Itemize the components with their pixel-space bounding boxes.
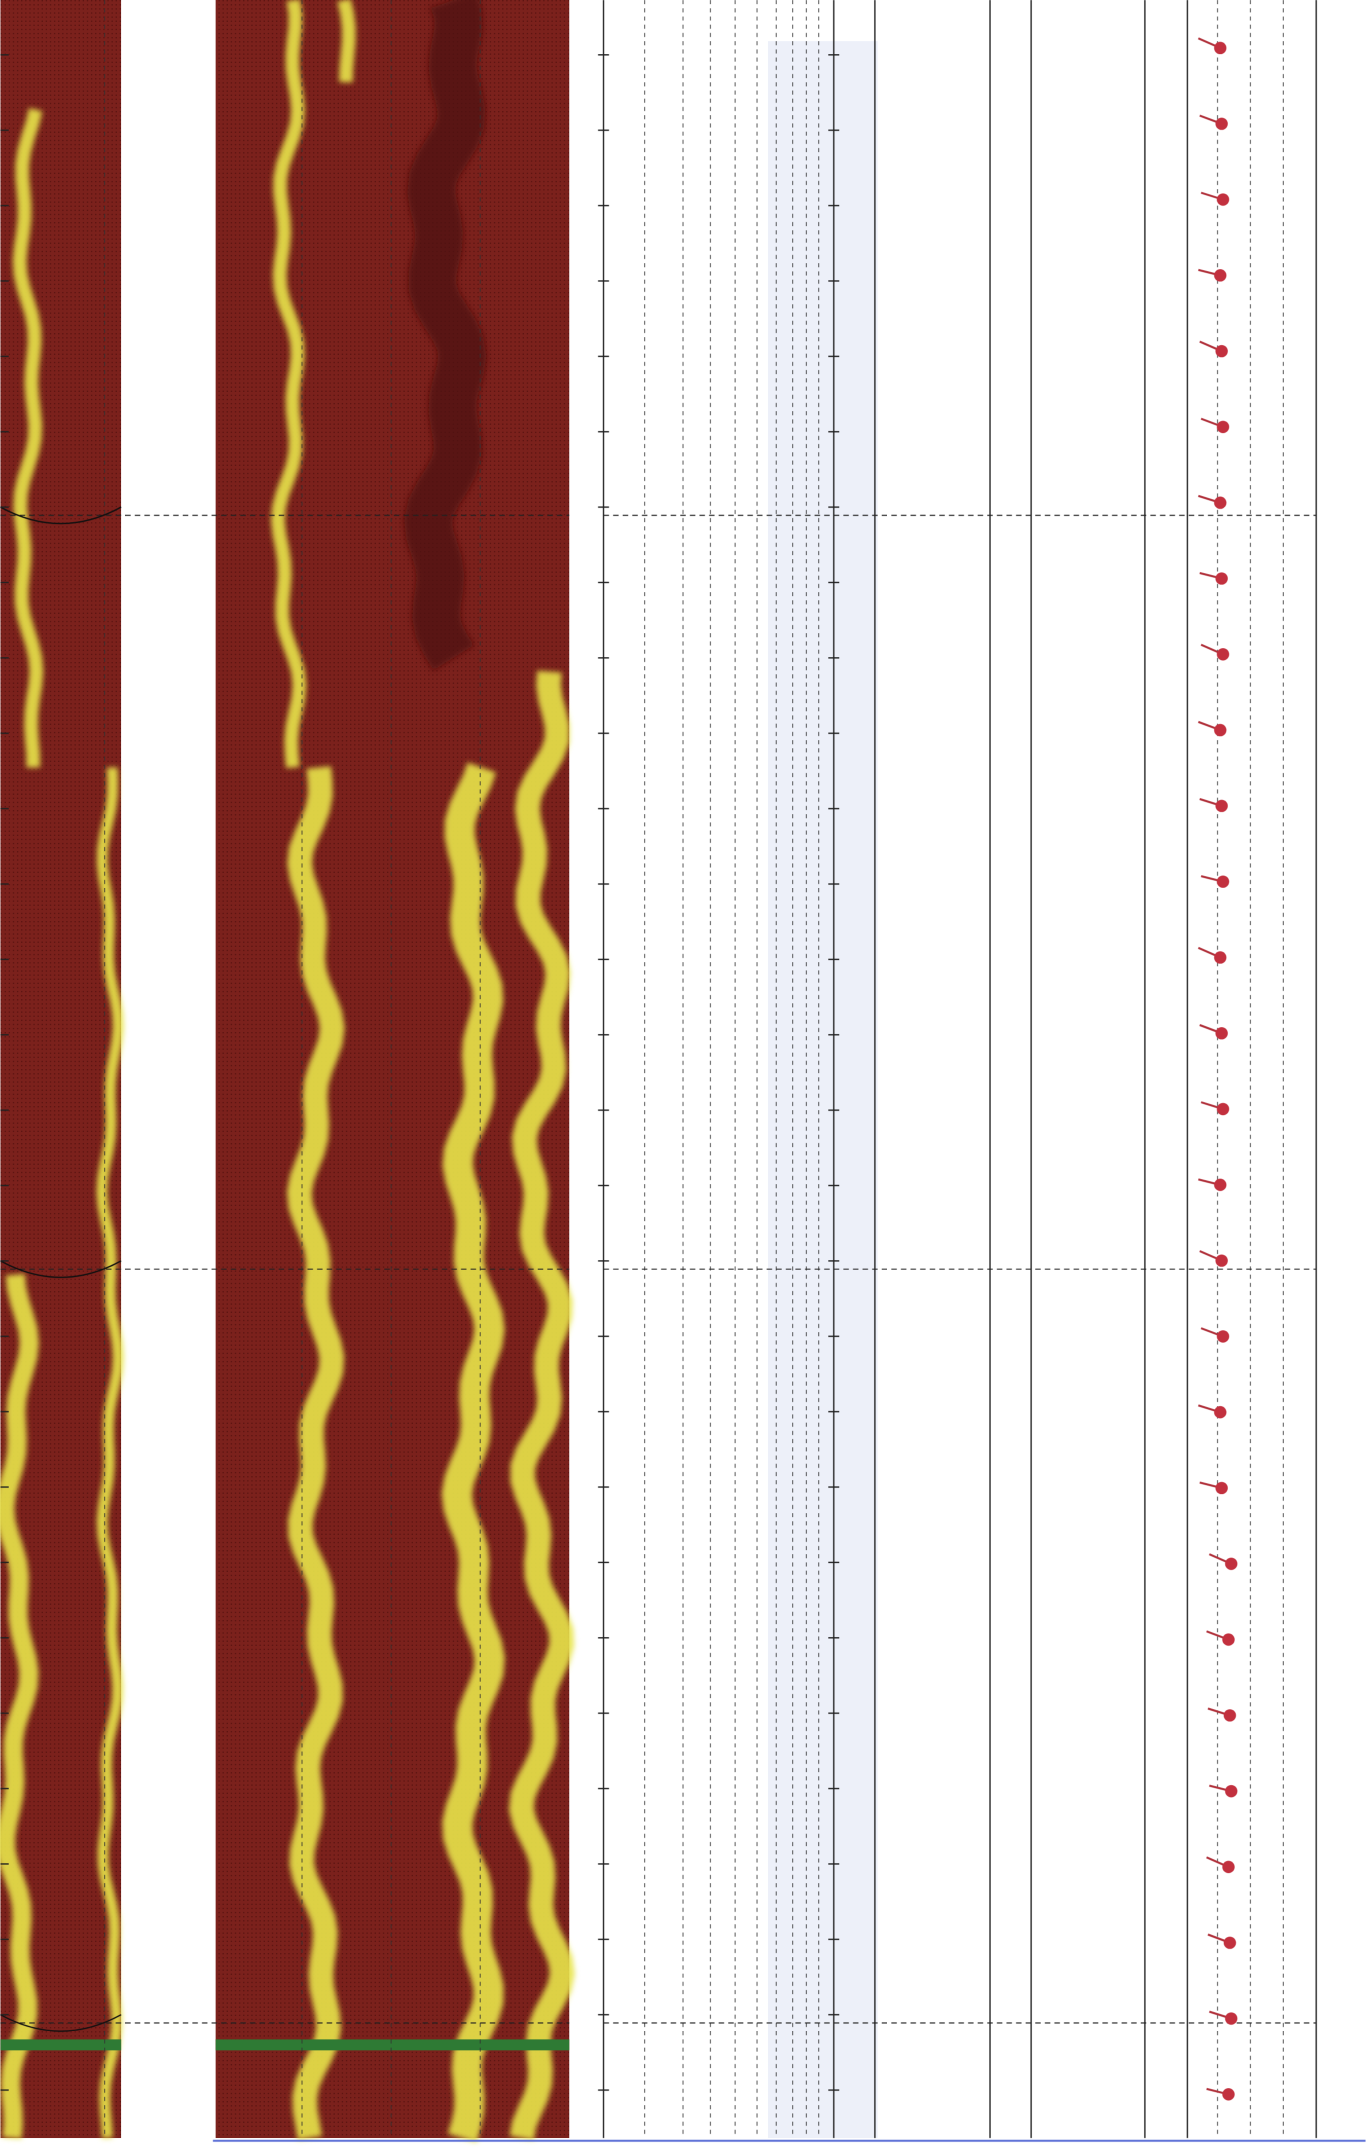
curve-shading <box>768 41 878 2138</box>
tadpole-head <box>1217 648 1229 660</box>
tadpole-head <box>1214 1179 1226 1191</box>
marker-band <box>216 2039 570 2050</box>
tadpole-head <box>1217 875 1229 887</box>
tadpole-head <box>1215 1482 1227 1494</box>
tadpole-head <box>1215 1254 1227 1266</box>
tadpole-head <box>1217 421 1229 433</box>
tadpole-head <box>1214 269 1226 281</box>
tadpole-head <box>1214 951 1226 963</box>
track-grid <box>0 0 1316 2138</box>
tadpole-head <box>1224 1709 1236 1721</box>
tadpole-head <box>1222 1633 1234 1645</box>
image-streak <box>344 0 349 82</box>
tadpole-head <box>1214 497 1226 509</box>
tadpole-head <box>1215 1027 1227 1039</box>
tadpole-head <box>1222 1861 1234 1873</box>
tadpole-head <box>1217 193 1229 205</box>
tadpole-head <box>1214 1406 1226 1418</box>
tadpole-head <box>1225 2012 1237 2024</box>
tadpole-head <box>1215 572 1227 584</box>
tadpole-head <box>1215 345 1227 357</box>
tadpole-head <box>1215 800 1227 812</box>
tadpole-head <box>1214 42 1226 54</box>
tadpole-head <box>1222 2088 1234 2100</box>
tadpole-head <box>1224 1937 1236 1949</box>
tadpole-head <box>1215 118 1227 130</box>
tadpole-head <box>1214 724 1226 736</box>
tadpole-head <box>1225 1785 1237 1797</box>
marker-band <box>0 2039 121 2050</box>
tadpole-head <box>1217 1330 1229 1342</box>
tadpole-head <box>1217 1103 1229 1115</box>
tadpole-head <box>1225 1558 1237 1570</box>
